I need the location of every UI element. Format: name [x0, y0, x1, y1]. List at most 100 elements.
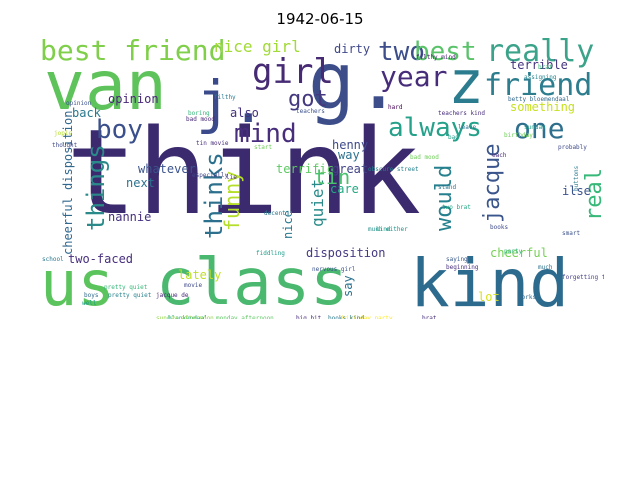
word-smart: smart	[562, 230, 581, 237]
word-kind: kind	[376, 226, 391, 233]
word-always: always	[388, 113, 482, 143]
word-jacque-de: jacque de	[156, 292, 189, 299]
word-filthy-mind: filthy mind	[416, 54, 456, 61]
word-girl: girl	[252, 52, 334, 92]
word-jopie: jopie	[54, 130, 73, 137]
word-filthy: filthy	[214, 94, 236, 101]
word-leave: leave	[458, 124, 477, 131]
word-opinion: opinion	[66, 100, 92, 107]
word-stand: stand	[438, 184, 457, 191]
word-nice-girl: nice girl	[214, 37, 301, 56]
word-bad-mood: bad mood	[410, 154, 439, 161]
word-way: way	[338, 148, 360, 162]
word-decent: decent	[264, 210, 286, 217]
word-cheerful: cheerful	[490, 246, 548, 260]
word-best: best	[414, 37, 477, 67]
word-each: each	[492, 152, 507, 159]
word-two-brat: two brat	[442, 204, 471, 211]
word-boring: boring	[188, 110, 210, 117]
word-books-kind: books kind	[328, 315, 365, 320]
word-lie: lie	[226, 174, 237, 181]
chart-title: 1942-06-15	[276, 10, 364, 28]
word-opinion: opinion	[108, 92, 159, 106]
word-whatever: whatever	[138, 162, 196, 176]
word-would: would	[432, 164, 457, 231]
word-hard: hard	[388, 104, 403, 111]
word-birthday-party: birthday party	[342, 315, 393, 320]
word-start: start	[254, 144, 273, 151]
word-blankendaal: blankendaal	[168, 315, 208, 320]
word-also: also	[230, 106, 259, 120]
word-disposition: disposition	[306, 246, 386, 260]
word-nannie: nannie	[108, 210, 152, 224]
word-school: school	[42, 256, 64, 263]
word-two-faced: two-faced	[68, 252, 134, 266]
word-movie: movie	[184, 282, 203, 289]
word-kind: kind	[410, 245, 569, 319]
word-terrible: terrible	[510, 58, 568, 72]
word-great: great	[332, 162, 369, 176]
word-lately: lately	[178, 268, 222, 282]
word-pretty-quiet: pretty quiet	[104, 284, 148, 291]
word-boy: boy	[96, 115, 143, 145]
word-mind: mind	[234, 119, 297, 149]
word-j: j.	[196, 68, 266, 136]
word-nervous-girl: nervous girl	[312, 266, 356, 273]
word-got: got	[288, 87, 328, 112]
word-beginning: beginning	[446, 264, 479, 271]
word-fiddling: fiddling	[256, 250, 285, 257]
word-really: really	[486, 35, 595, 69]
word-something: something	[510, 100, 576, 114]
word-birthday: birthday	[504, 132, 533, 139]
word-thought: thought	[52, 142, 78, 149]
word-assigning: assigning	[524, 74, 557, 81]
word-van: van	[44, 47, 167, 126]
word-tin: tin	[314, 165, 351, 189]
word-z: z	[448, 48, 485, 118]
word-dirty: dirty	[334, 42, 371, 56]
word-books: books	[490, 224, 509, 231]
word-sunday-afternoon: sunday afternoon	[156, 315, 214, 320]
word-sunday: sunday	[524, 124, 546, 131]
word-class: class	[156, 246, 349, 319]
word-pretty-quiet: pretty quiet	[108, 292, 152, 299]
word-obscure-street: obscure street	[368, 166, 419, 173]
word-things: things	[82, 144, 110, 231]
word-think: think	[66, 103, 422, 241]
word-probably: probably	[558, 144, 587, 151]
word-betty-bloemendaal: betty bloemendaal	[508, 96, 570, 103]
word-boys: boys	[84, 292, 99, 299]
word-much-either: much either	[368, 226, 408, 233]
word-tin-movie: tin movie	[196, 140, 229, 147]
word-back: back	[72, 106, 101, 120]
word-one: one	[514, 112, 565, 145]
word-brat: brat	[538, 64, 553, 71]
word-lot: lot	[478, 290, 500, 304]
word-best-friend: best friend	[40, 35, 226, 67]
word-care: care	[330, 182, 359, 196]
word-big-hit: big hit	[296, 315, 322, 320]
word-cloud: think us class kind van g. z j. girl year really fr…	[38, 35, 604, 319]
word-works: works	[518, 294, 537, 301]
word-much: much	[538, 264, 553, 271]
word-buttons: buttons	[573, 165, 580, 191]
word-brat: brat	[422, 315, 437, 320]
word-terrific: terrific	[276, 162, 334, 176]
word-monday-afternoon: monday afternoon	[216, 315, 274, 320]
word-ilse: ilse	[562, 184, 591, 198]
word-friend: friend	[484, 68, 593, 103]
word-teachers: teachers	[296, 108, 325, 115]
word-bad: bad	[448, 134, 459, 141]
word-us: us	[40, 247, 115, 319]
word-especially: especially	[192, 172, 229, 179]
word-two: two	[378, 37, 425, 67]
word-saying: saying	[446, 256, 468, 263]
word-bad-mood: bad mood	[186, 116, 215, 123]
word-year: year	[380, 60, 448, 93]
word-forgetting-things: forgetting things	[562, 274, 604, 281]
word-g: g.	[308, 37, 402, 127]
word-henny: henny	[332, 138, 369, 152]
word-next: next	[126, 176, 155, 190]
word-party: party	[504, 248, 523, 255]
word-teachers-kind: teachers kind	[438, 110, 485, 117]
